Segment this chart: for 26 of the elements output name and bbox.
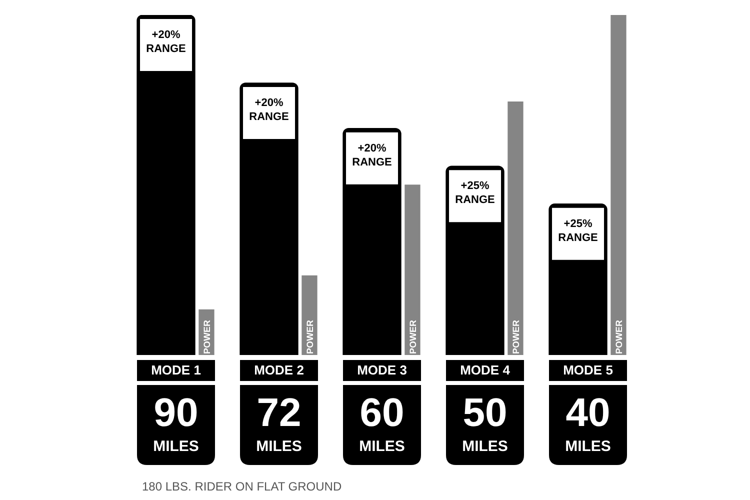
x-tick-label: MODE 3 — [357, 362, 407, 378]
data-label: 60 MILES — [359, 391, 405, 456]
x-tick-label: MODE 2 — [254, 362, 304, 378]
x-tick-label: MODE 4 — [460, 362, 511, 378]
x-tick-label: MODE 5 — [563, 362, 613, 378]
data-label: 72 MILES — [256, 391, 302, 456]
x-tick-label: MODE 1 — [151, 362, 201, 378]
bar — [508, 102, 524, 355]
bar — [610, 15, 626, 355]
annotation: +20% RANGE — [146, 29, 186, 56]
series-label: POWER — [202, 320, 212, 354]
text: 180 LBS. RIDER ON FLAT GROUND — [142, 479, 342, 494]
data-label: 50 MILES — [462, 391, 508, 456]
annotation: +20% RANGE — [249, 97, 289, 124]
bar — [404, 184, 420, 355]
bar — [136, 15, 196, 355]
text: POWER — [614, 320, 624, 354]
data-label: 40 MILES — [565, 391, 611, 456]
text: POWER — [304, 320, 315, 354]
text: POWER — [510, 320, 521, 354]
annotation: +20% RANGE — [352, 142, 392, 168]
annotation: +25% RANGE — [455, 180, 495, 206]
annotation: +25% RANGE — [558, 218, 598, 244]
text: POWER — [408, 320, 418, 354]
data-label: 90 MILES — [153, 391, 199, 456]
bar — [302, 275, 318, 355]
